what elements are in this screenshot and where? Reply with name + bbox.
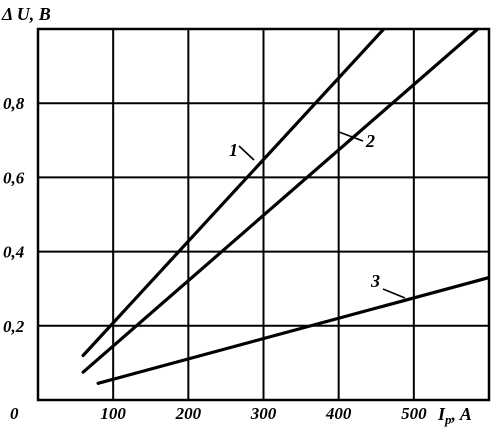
tick-labels: 100 200 300 400 500 0,2 0,4 0,6 0,8 [3, 94, 427, 423]
curve-label-1: 1 [229, 140, 238, 160]
plot-frame [36, 27, 491, 402]
series-group [81, 29, 489, 385]
x-axis-title-subscript: p [444, 412, 452, 427]
x-axis-title: Ip, A [437, 404, 472, 427]
x-tick-label: 400 [325, 404, 352, 423]
y-tick-label: 0,8 [3, 94, 25, 113]
x-axis-title-main: I [437, 404, 446, 424]
series-line-1 [81, 29, 386, 358]
x-tick-label: 300 [250, 404, 277, 423]
y-tick-label: 0,2 [3, 317, 25, 336]
x-tick-label: 500 [401, 404, 427, 423]
x-axis-title-unit: , A [451, 404, 472, 424]
curve-label-leader [238, 145, 255, 161]
curve-labels: 1 2 3 [229, 131, 406, 299]
curve-label-2: 2 [365, 131, 375, 151]
y-tick-label: 0,4 [3, 243, 24, 262]
curve-label-leader [338, 131, 364, 142]
curve-label-3: 3 [370, 271, 380, 291]
grid [38, 29, 489, 400]
y-axis-title: Δ U, B [1, 4, 51, 24]
series-line-2 [81, 29, 480, 374]
curve-label-leader [382, 288, 406, 299]
x-tick-label: 200 [175, 404, 202, 423]
x-tick-label: 100 [100, 404, 126, 423]
y-tick-label: 0,6 [3, 168, 25, 187]
origin-label: 0 [10, 404, 19, 423]
series-line-3 [96, 275, 489, 385]
